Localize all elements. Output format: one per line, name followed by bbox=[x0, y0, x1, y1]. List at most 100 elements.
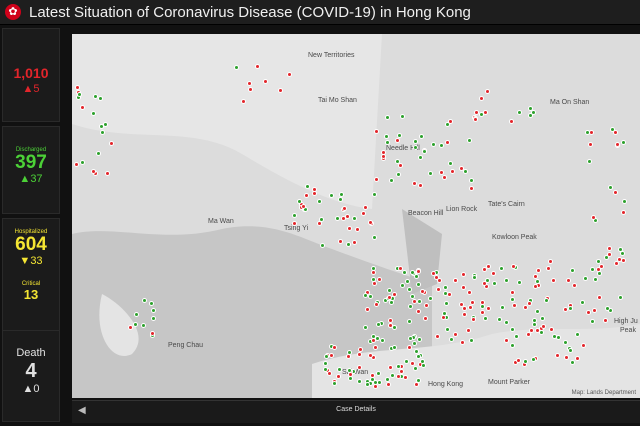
case-marker[interactable] bbox=[414, 382, 419, 388]
case-marker[interactable] bbox=[412, 365, 418, 371]
case-marker[interactable] bbox=[499, 266, 505, 272]
case-marker[interactable] bbox=[278, 87, 283, 93]
case-marker[interactable] bbox=[386, 381, 392, 387]
case-marker[interactable] bbox=[387, 287, 393, 293]
case-marker[interactable] bbox=[376, 371, 382, 377]
case-marker[interactable] bbox=[459, 301, 465, 307]
case-marker[interactable] bbox=[533, 283, 539, 289]
case-marker[interactable] bbox=[373, 128, 379, 134]
case-marker[interactable] bbox=[347, 367, 353, 373]
case-marker[interactable] bbox=[428, 170, 434, 176]
case-marker[interactable] bbox=[604, 305, 610, 311]
case-marker[interactable] bbox=[483, 110, 489, 115]
case-marker[interactable] bbox=[620, 209, 626, 215]
case-marker[interactable] bbox=[436, 277, 442, 283]
case-marker[interactable] bbox=[602, 318, 608, 324]
case-marker[interactable] bbox=[345, 241, 351, 247]
case-marker[interactable] bbox=[303, 192, 309, 198]
case-marker[interactable] bbox=[508, 118, 514, 124]
case-marker[interactable] bbox=[479, 303, 485, 309]
case-marker[interactable] bbox=[316, 220, 322, 226]
case-marker[interactable] bbox=[391, 344, 397, 350]
case-marker[interactable] bbox=[91, 110, 97, 116]
case-marker[interactable] bbox=[620, 250, 626, 256]
case-marker[interactable] bbox=[468, 338, 474, 344]
case-marker[interactable] bbox=[400, 282, 405, 288]
case-marker[interactable] bbox=[492, 280, 497, 286]
case-marker[interactable] bbox=[534, 278, 540, 284]
hospitalized-card[interactable]: Hospitalized 604 ▼33 Critical 13 bbox=[2, 218, 60, 348]
case-marker[interactable] bbox=[367, 293, 373, 299]
case-marker[interactable] bbox=[305, 184, 311, 190]
case-marker[interactable] bbox=[395, 363, 401, 369]
case-marker[interactable] bbox=[570, 267, 576, 273]
case-marker[interactable] bbox=[607, 184, 613, 190]
case-marker[interactable] bbox=[497, 317, 503, 322]
case-marker[interactable] bbox=[413, 348, 419, 354]
case-marker[interactable] bbox=[263, 78, 269, 84]
case-marker[interactable] bbox=[523, 359, 528, 365]
discharged-card[interactable]: Discharged 397 ▲37 bbox=[2, 126, 60, 214]
case-marker[interactable] bbox=[592, 277, 598, 283]
case-marker[interactable] bbox=[441, 311, 447, 317]
case-marker[interactable] bbox=[528, 113, 533, 119]
case-marker[interactable] bbox=[415, 308, 421, 314]
case-marker[interactable] bbox=[371, 234, 377, 240]
case-marker[interactable] bbox=[486, 306, 491, 312]
case-marker[interactable] bbox=[479, 310, 485, 316]
case-marker[interactable] bbox=[603, 254, 609, 260]
case-marker[interactable] bbox=[371, 280, 377, 286]
case-marker[interactable] bbox=[503, 320, 509, 326]
case-marker[interactable] bbox=[592, 307, 598, 313]
case-marker[interactable] bbox=[596, 267, 602, 273]
case-marker[interactable] bbox=[418, 155, 423, 161]
case-marker[interactable] bbox=[409, 361, 415, 367]
case-marker[interactable] bbox=[241, 98, 247, 104]
case-marker[interactable] bbox=[347, 350, 352, 355]
case-marker[interactable] bbox=[246, 80, 252, 86]
case-marker[interactable] bbox=[344, 213, 350, 219]
case-details-bar[interactable]: ◀ Case Details bbox=[72, 400, 640, 423]
case-marker[interactable] bbox=[580, 342, 586, 348]
case-marker[interactable] bbox=[416, 282, 422, 288]
case-marker[interactable] bbox=[398, 266, 404, 272]
case-marker[interactable] bbox=[255, 64, 261, 70]
case-marker[interactable] bbox=[372, 192, 378, 198]
case-marker[interactable] bbox=[478, 111, 484, 117]
case-marker[interactable] bbox=[373, 176, 379, 182]
case-marker[interactable] bbox=[286, 71, 292, 77]
case-marker[interactable] bbox=[234, 65, 240, 71]
case-marker[interactable] bbox=[563, 340, 569, 346]
case-marker[interactable] bbox=[332, 380, 338, 386]
case-marker[interactable] bbox=[292, 213, 297, 219]
case-marker[interactable] bbox=[362, 292, 368, 298]
case-marker[interactable] bbox=[443, 291, 449, 296]
case-marker[interactable] bbox=[387, 323, 393, 329]
case-marker[interactable] bbox=[364, 382, 370, 388]
case-marker[interactable] bbox=[567, 306, 573, 312]
case-marker[interactable] bbox=[396, 171, 401, 177]
case-marker[interactable] bbox=[510, 326, 516, 332]
confirmed-card[interactable]: 1,010 ▲5 bbox=[2, 28, 60, 122]
case-marker[interactable] bbox=[574, 331, 580, 337]
case-marker[interactable] bbox=[413, 139, 419, 144]
case-marker[interactable] bbox=[387, 364, 393, 370]
case-marker[interactable] bbox=[481, 280, 487, 286]
case-marker[interactable] bbox=[523, 304, 528, 310]
case-marker[interactable] bbox=[134, 312, 140, 318]
case-marker[interactable] bbox=[410, 294, 416, 300]
case-marker[interactable] bbox=[334, 215, 340, 221]
case-marker[interactable] bbox=[545, 265, 551, 271]
case-marker[interactable] bbox=[620, 139, 626, 145]
case-marker[interactable] bbox=[357, 351, 362, 357]
case-marker[interactable] bbox=[450, 169, 455, 175]
case-marker[interactable] bbox=[467, 305, 473, 311]
case-marker[interactable] bbox=[407, 335, 413, 341]
case-marker[interactable] bbox=[532, 273, 538, 279]
case-marker[interactable] bbox=[348, 376, 354, 382]
case-marker[interactable] bbox=[607, 251, 613, 257]
case-marker[interactable] bbox=[503, 337, 509, 343]
case-marker[interactable] bbox=[512, 303, 518, 309]
case-marker[interactable] bbox=[525, 332, 531, 338]
case-marker[interactable] bbox=[301, 203, 306, 209]
